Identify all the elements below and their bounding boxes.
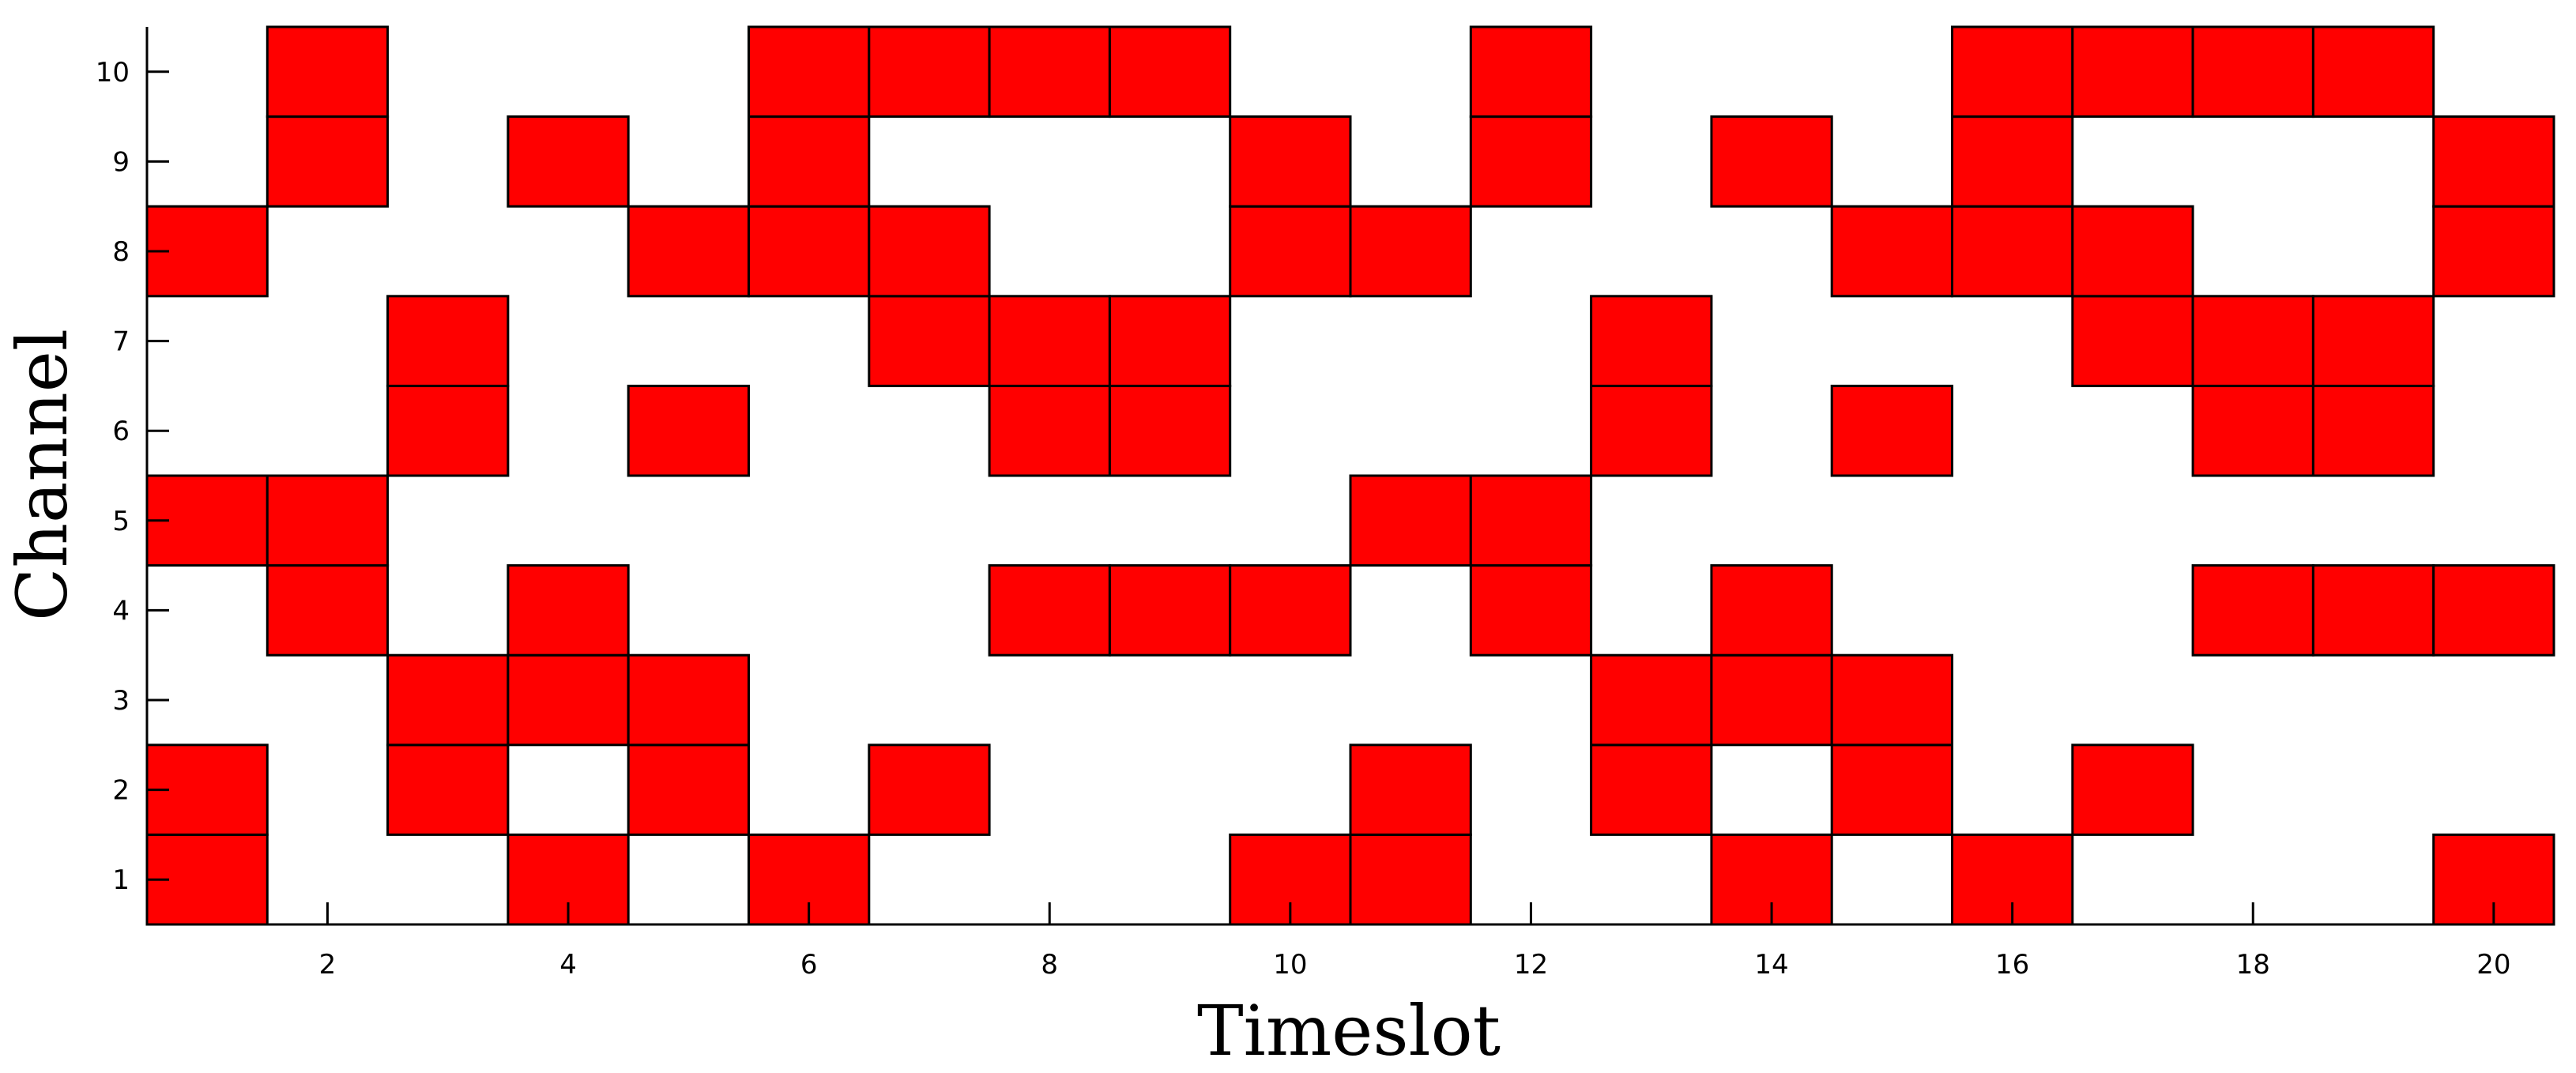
occupied-cell-t15-c3: [1830, 653, 1953, 747]
occupied-cell-t14-c4: [1710, 564, 1833, 657]
occupied-cell-t6-c8: [748, 205, 871, 298]
occupied-cell-t12-c4: [1469, 564, 1593, 657]
occupied-cell-t9-c6: [1108, 384, 1232, 477]
occupied-cell-t14-c9: [1710, 115, 1833, 208]
occupied-cell-t6-c10: [748, 25, 871, 119]
occupied-cell-t4-c9: [507, 115, 630, 208]
y-axis-label: Channel: [2, 329, 83, 621]
occupied-cell-t18-c4: [2191, 564, 2314, 657]
occupied-cell-t13-c3: [1590, 653, 1713, 747]
occupied-cell-t18-c7: [2191, 295, 2314, 387]
occupied-cell-t3-c7: [386, 295, 510, 387]
occupied-cell-t18-c6: [2191, 384, 2314, 477]
occupied-cell-t11-c1: [1349, 833, 1472, 926]
occupied-cell-t5-c6: [627, 384, 751, 477]
occupied-cell-t11-c8: [1349, 205, 1472, 298]
x-tick-label-6: 6: [800, 949, 818, 981]
y-tick-label-2: 2: [112, 775, 130, 807]
x-tick-label-16: 16: [1995, 949, 2029, 981]
cells-layer: [145, 25, 2555, 926]
x-tick-label-18: 18: [2236, 949, 2270, 981]
occupied-cell-t10-c8: [1229, 205, 1352, 298]
occupied-cell-t15-c8: [1830, 205, 1953, 298]
y-tick-label-5: 5: [112, 506, 130, 537]
occupied-cell-t13-c2: [1590, 744, 1713, 836]
occupied-cell-t14-c3: [1710, 653, 1833, 747]
occupied-cell-t7-c7: [868, 295, 991, 387]
occupied-cell-t7-c10: [868, 25, 991, 119]
y-tick-label-1: 1: [112, 864, 130, 896]
occupied-cell-t17-c2: [2071, 744, 2194, 836]
occupied-cell-t11-c2: [1349, 744, 1472, 836]
occupied-cell-t10-c4: [1229, 564, 1352, 657]
occupied-cell-t4-c4: [507, 564, 630, 657]
x-axis-label: Timeslot: [1197, 990, 1501, 1071]
occupied-cell-t6-c9: [748, 115, 871, 208]
occupied-cell-t19-c4: [2311, 564, 2435, 657]
occupied-cell-t3-c2: [386, 744, 510, 836]
occupied-cell-t17-c7: [2071, 295, 2194, 387]
occupied-cell-t8-c4: [988, 564, 1111, 657]
occupied-cell-t2-c9: [266, 115, 390, 208]
occupied-cell-t13-c6: [1590, 384, 1713, 477]
y-tick-label-7: 7: [112, 326, 130, 358]
occupied-cell-t5-c2: [627, 744, 751, 836]
occupied-cell-t5-c8: [627, 205, 751, 298]
occupied-cell-t2-c5: [266, 474, 390, 567]
occupied-cell-t11-c5: [1349, 474, 1472, 567]
occupied-cell-t19-c10: [2311, 25, 2435, 119]
occupied-cell-t9-c4: [1108, 564, 1232, 657]
occupied-cell-t16-c9: [1951, 115, 2074, 208]
occupied-cell-t4-c3: [507, 653, 630, 747]
occupied-cell-t17-c8: [2071, 205, 2194, 298]
occupied-cell-t12-c10: [1469, 25, 1593, 119]
occupied-cell-t20-c4: [2432, 564, 2555, 657]
x-tick-label-2: 2: [319, 949, 337, 981]
occupied-cell-t17-c10: [2071, 25, 2194, 119]
y-tick-label-3: 3: [112, 685, 130, 717]
y-tick-label-9: 9: [112, 146, 130, 178]
occupied-cell-t15-c6: [1830, 384, 1953, 477]
x-tick-label-14: 14: [1754, 949, 1788, 981]
occupied-cell-t8-c7: [988, 295, 1111, 387]
occupied-cell-t7-c2: [868, 744, 991, 836]
occupied-cell-t8-c10: [988, 25, 1111, 119]
occupied-cell-t19-c7: [2311, 295, 2435, 387]
occupied-cell-t16-c8: [1951, 205, 2074, 298]
occupied-cell-t2-c4: [266, 564, 390, 657]
occupied-cell-t16-c10: [1951, 25, 2074, 119]
y-tick-label-8: 8: [112, 236, 130, 268]
x-tick-label-12: 12: [1514, 949, 1548, 981]
axes-layer: [145, 27, 2554, 926]
occupied-cell-t5-c3: [627, 653, 751, 747]
occupied-cell-t9-c10: [1108, 25, 1232, 119]
occupied-cell-t12-c5: [1469, 474, 1593, 567]
y-ticks-layer: 1 2 3 4 5 6 7 8 9 10: [96, 57, 169, 896]
x-tick-label-20: 20: [2476, 949, 2510, 981]
occupied-cell-t20-c9: [2432, 115, 2555, 208]
occupied-cell-t3-c3: [386, 653, 510, 747]
occupied-cell-t15-c2: [1830, 744, 1953, 836]
occupied-cell-t19-c6: [2311, 384, 2435, 477]
occupied-cell-t9-c7: [1108, 295, 1232, 387]
occupied-cell-t8-c6: [988, 384, 1111, 477]
occupied-cell-t18-c10: [2191, 25, 2314, 119]
occupied-cell-t12-c9: [1469, 115, 1593, 208]
occupied-cell-t3-c6: [386, 384, 510, 477]
y-tick-label-10: 10: [96, 57, 130, 88]
y-tick-label-6: 6: [112, 416, 130, 447]
occupied-cell-t13-c7: [1590, 295, 1713, 387]
occupied-cell-t7-c8: [868, 205, 991, 298]
occupied-cell-t10-c9: [1229, 115, 1352, 208]
x-tick-label-4: 4: [559, 949, 577, 981]
x-tick-label-10: 10: [1273, 949, 1307, 981]
occupied-cell-t20-c8: [2432, 205, 2555, 298]
occupied-cell-t2-c10: [266, 25, 390, 119]
y-tick-label-4: 4: [112, 595, 130, 627]
x-ticks-layer: 2 4 6 8 10 12 14 16 18 20: [319, 902, 2510, 981]
x-tick-label-8: 8: [1041, 949, 1058, 981]
